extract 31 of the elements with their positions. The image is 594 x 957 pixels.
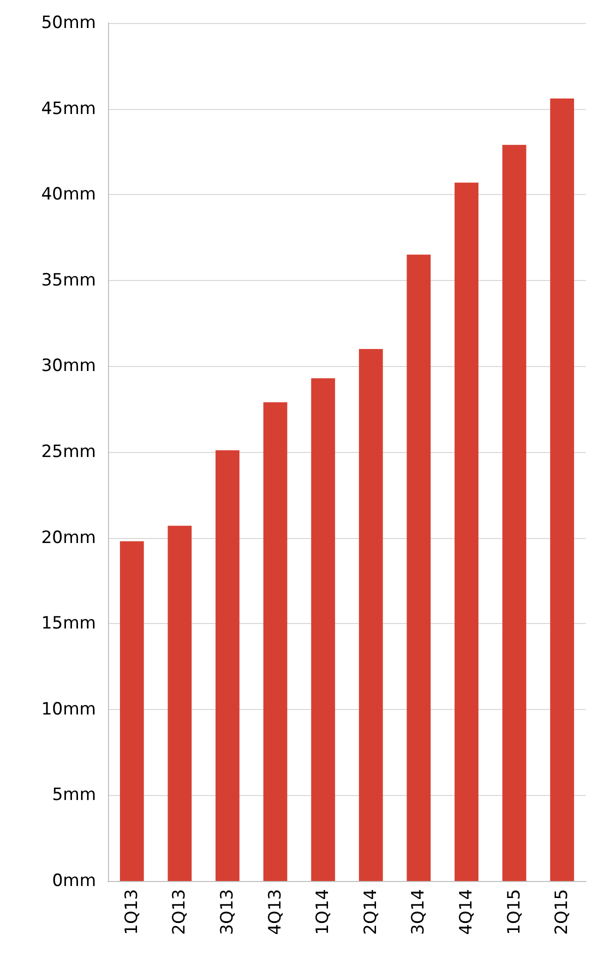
bar [263, 402, 288, 881]
y-tick-label: 15mm [41, 614, 96, 634]
x-tick-label: 1Q13 [122, 889, 142, 935]
y-tick-label: 30mm [41, 356, 96, 376]
bar [311, 378, 336, 881]
y-tick-label: 25mm [41, 442, 96, 462]
y-tick-label: 10mm [41, 699, 96, 720]
bar [502, 144, 526, 881]
x-tick-label: 3Q13 [218, 889, 238, 935]
x-tick-label: 4Q13 [265, 889, 286, 935]
y-tick-label: 20mm [41, 528, 96, 548]
y-tick-label: 45mm [41, 98, 96, 119]
bar [216, 450, 240, 881]
x-tick-label: 2Q13 [170, 889, 190, 935]
y-tick-label: 40mm [41, 184, 96, 205]
x-tick-label: 3Q14 [408, 889, 429, 935]
y-tick-label: 35mm [41, 270, 96, 290]
bar [406, 254, 431, 881]
x-tick-label: 4Q14 [456, 889, 476, 935]
y-tick-label: 0mm [52, 871, 96, 891]
x-tick-label: 1Q14 [313, 889, 334, 935]
y-tick-label: 5mm [52, 785, 96, 806]
y-tick-label: 50mm [41, 13, 96, 33]
x-tick-label: 1Q15 [504, 889, 524, 935]
bar [454, 182, 478, 881]
bar [168, 526, 192, 881]
x-tick-label: 2Q14 [360, 889, 381, 935]
bar [550, 98, 574, 881]
x-tick-label: 2Q15 [552, 889, 572, 935]
bar [358, 349, 383, 881]
bar [120, 541, 144, 881]
